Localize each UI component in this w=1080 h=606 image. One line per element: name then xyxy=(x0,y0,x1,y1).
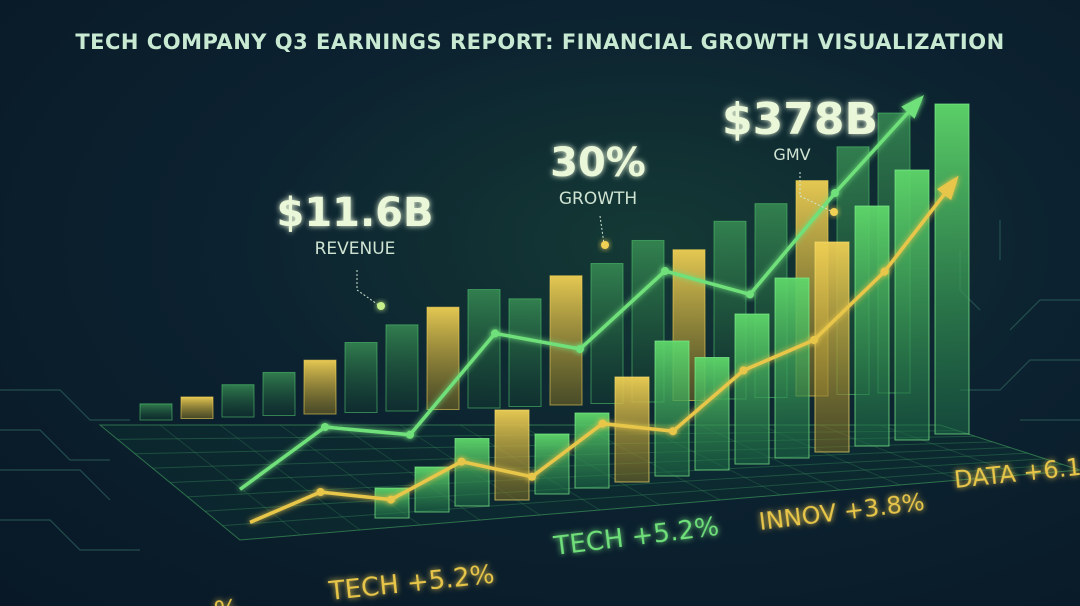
front-bar xyxy=(814,241,850,453)
front-bar xyxy=(454,438,490,507)
yellow-series-point xyxy=(810,336,818,344)
green-series-point xyxy=(661,267,669,275)
green-series-arrowhead xyxy=(901,94,925,119)
back-bar xyxy=(344,342,378,413)
front-bar xyxy=(694,357,730,471)
back-bar xyxy=(303,359,337,415)
annotation-gmv-value: $378B xyxy=(722,94,878,145)
annotation-growth-label: GROWTH xyxy=(559,189,637,209)
annotation-revenue-leader-b xyxy=(356,289,381,307)
annotation-revenue: $11.6B REVENUE xyxy=(276,190,434,310)
annotation-gmv: $378B GMV xyxy=(722,94,878,216)
annotation-gmv-dot xyxy=(830,208,838,216)
yellow-series-arrowhead xyxy=(936,175,959,201)
back-bar xyxy=(549,275,583,406)
front-bar xyxy=(774,277,810,459)
annotation-gmv-label: GMV xyxy=(773,145,810,164)
front-bar xyxy=(534,433,570,495)
ticker-item: % xyxy=(213,595,241,606)
annotation-growth-leader xyxy=(599,215,605,245)
front-bar xyxy=(894,169,930,441)
back-bar xyxy=(467,289,501,409)
annotation-growth-dot xyxy=(601,241,609,249)
annotation-revenue-value: $11.6B xyxy=(276,190,433,236)
floor-grid-line xyxy=(204,458,1046,512)
back-bar xyxy=(221,384,255,418)
front-bar xyxy=(734,313,770,465)
ticker-item: TECH +5.2% xyxy=(551,512,721,562)
annotation-revenue-dot xyxy=(377,302,385,310)
annotation-revenue-label: REVENUE xyxy=(315,239,396,259)
back-bar xyxy=(180,396,214,420)
front-bar xyxy=(494,409,530,501)
green-series-point xyxy=(831,189,839,197)
yellow-series-point xyxy=(528,472,536,481)
back-bar xyxy=(139,403,173,421)
green-series-point xyxy=(491,329,499,338)
floor-grid-line xyxy=(159,424,301,536)
green-series-point xyxy=(746,290,754,299)
chart-title: TECH COMPANY Q3 EARNINGS REPORT: FINANCI… xyxy=(75,30,1005,54)
series-lines xyxy=(238,94,959,525)
yellow-series-point xyxy=(316,488,325,496)
yellow-series-point xyxy=(387,495,395,504)
annotation-growth-value: 30% xyxy=(550,140,646,186)
front-bars xyxy=(374,103,970,519)
front-bar xyxy=(654,340,690,477)
yellow-series-point xyxy=(457,457,466,466)
back-bar xyxy=(426,306,460,411)
ticker-item: TECH +5.2% xyxy=(327,560,496,606)
green-series-point xyxy=(406,430,414,439)
front-bar xyxy=(854,205,890,447)
yellow-series-point xyxy=(739,366,748,375)
yellow-series-point xyxy=(669,427,677,436)
yellow-series-point xyxy=(880,267,889,276)
floor-grid-line xyxy=(222,463,1063,527)
green-series-point xyxy=(576,345,584,353)
back-bar xyxy=(262,371,296,416)
green-series-point xyxy=(321,423,329,431)
yellow-series-point xyxy=(598,419,607,428)
annotation-growth: 30% GROWTH xyxy=(550,140,646,249)
floor-grid-line xyxy=(152,441,993,469)
front-bar xyxy=(934,103,970,435)
front-bar xyxy=(414,466,450,513)
back-bar xyxy=(508,298,542,407)
back-bar xyxy=(385,324,419,412)
floor-grid-line xyxy=(219,424,361,531)
